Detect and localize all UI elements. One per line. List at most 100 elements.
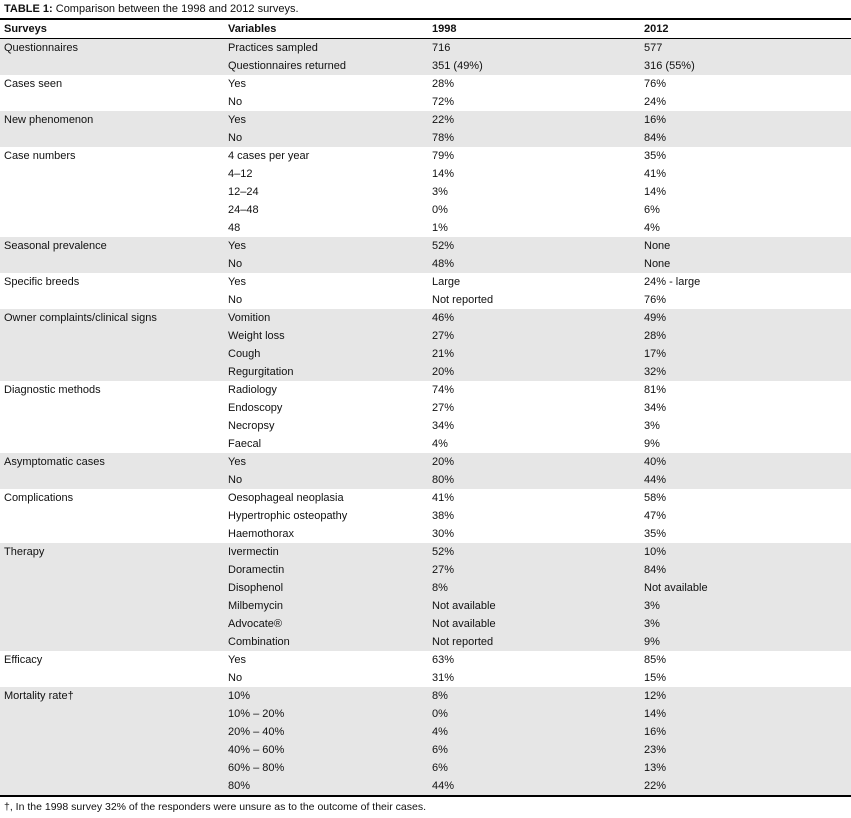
table-row: Mortality rate† 10% 8% 12% <box>0 687 851 705</box>
survey-cell <box>0 705 224 723</box>
table-row: Milbemycin Not available 3% <box>0 597 851 615</box>
survey-cell: Specific breeds <box>4 276 80 288</box>
value-1998-cell: 52% <box>432 546 455 558</box>
value-1998-cell: 72% <box>432 96 455 108</box>
table-header: Surveys Variables 1998 2012 <box>0 19 851 39</box>
value-2012-cell: 15% <box>644 672 667 684</box>
variable-cell: Yes <box>228 78 246 90</box>
table-row: Faecal 4% 9% <box>0 435 851 453</box>
survey-cell <box>0 399 224 417</box>
table-row: Doramectin 27% 84% <box>0 561 851 579</box>
variable-cell: Practices sampled <box>228 42 318 54</box>
value-1998-cell: 28% <box>432 78 455 90</box>
value-1998-cell: 0% <box>432 204 448 216</box>
variable-cell: Advocate® <box>228 618 282 630</box>
variable-cell: Necropsy <box>228 420 275 432</box>
table-row: Regurgitation 20% 32% <box>0 363 851 381</box>
value-2012-cell: 35% <box>644 528 667 540</box>
survey-cell <box>0 129 224 147</box>
variable-cell: 20% – 40% <box>228 726 285 738</box>
value-1998-cell: 6% <box>432 762 448 774</box>
variable-cell: No <box>228 474 243 486</box>
table-row: No Not reported 76% <box>0 291 851 309</box>
variable-cell: Weight loss <box>228 330 285 342</box>
survey-cell: Seasonal prevalence <box>4 240 107 252</box>
variable-cell: Yes <box>228 240 246 252</box>
survey-cell <box>0 417 224 435</box>
variable-cell: 40% – 60% <box>228 744 285 756</box>
value-1998-cell: 74% <box>432 384 455 396</box>
value-2012-cell: 85% <box>644 654 667 666</box>
value-2012-cell: 24% <box>644 96 667 108</box>
table-row: Seasonal prevalence Yes 52% None <box>0 237 851 255</box>
survey-cell: Diagnostic methods <box>4 384 101 396</box>
survey-cell: Complications <box>4 492 74 504</box>
value-1998-cell: 44% <box>432 780 455 792</box>
value-1998-cell: 52% <box>432 240 455 252</box>
value-1998-cell: Not available <box>432 600 496 612</box>
value-1998-cell: 1% <box>432 222 448 234</box>
table-body: Questionnaires Practices sampled 716 577 Que… <box>0 38 851 796</box>
table-row: Owner complaints/clinical signs Vomition 4… <box>0 309 851 327</box>
value-1998-cell: 79% <box>432 150 455 162</box>
survey-cell <box>0 777 224 796</box>
survey-cell: Asymptomatic cases <box>4 456 105 468</box>
variable-cell: 60% – 80% <box>228 762 285 774</box>
variable-cell: No <box>228 258 243 270</box>
variable-cell: Oesophageal neoplasia <box>228 492 344 504</box>
value-1998-cell: 716 <box>432 42 451 54</box>
table-footnote: †, In the 1998 survey 32% of the respond… <box>4 801 426 813</box>
value-2012-cell: 6% <box>644 204 660 216</box>
value-1998-cell: 38% <box>432 510 455 522</box>
value-1998-cell: 63% <box>432 654 455 666</box>
header-row: Surveys Variables 1998 2012 <box>0 19 851 39</box>
value-2012-cell: 34% <box>644 402 667 414</box>
value-1998-cell: 46% <box>432 312 455 324</box>
survey-cell: Owner complaints/clinical signs <box>4 312 157 324</box>
value-1998-cell: 4% <box>432 438 448 450</box>
survey-cell <box>0 201 224 219</box>
value-1998-cell: 351 (49%) <box>432 60 483 72</box>
survey-cell <box>0 219 224 237</box>
value-2012-cell: 13% <box>644 762 667 774</box>
value-2012-cell: None <box>644 240 671 252</box>
variable-cell: Milbemycin <box>228 600 284 612</box>
value-2012-cell: 40% <box>644 456 667 468</box>
variable-cell: Radiology <box>228 384 277 396</box>
survey-cell: Efficacy <box>4 654 43 666</box>
survey-cell <box>0 345 224 363</box>
value-2012-cell: 10% <box>644 546 667 558</box>
survey-cell <box>0 723 224 741</box>
table-row: Efficacy Yes 63% 85% <box>0 651 851 669</box>
table-row: Endoscopy 27% 34% <box>0 399 851 417</box>
table-row: 4–12 14% 41% <box>0 165 851 183</box>
variable-cell: No <box>228 132 243 144</box>
table-row: Cases seen Yes 28% 76% <box>0 75 851 93</box>
value-2012-cell: 17% <box>644 348 667 360</box>
variable-cell: 10% <box>228 690 251 702</box>
table-row: Hypertrophic osteopathy 38% 47% <box>0 507 851 525</box>
survey-cell <box>0 741 224 759</box>
variable-cell: 80% <box>228 780 251 792</box>
variable-cell: Ivermectin <box>228 546 279 558</box>
value-2012-cell: 35% <box>644 150 667 162</box>
table-row: No 72% 24% <box>0 93 851 111</box>
survey-cell <box>0 291 224 309</box>
survey-cell <box>0 363 224 381</box>
variable-cell: Yes <box>228 456 246 468</box>
value-2012-cell: 3% <box>644 420 660 432</box>
value-2012-cell: None <box>644 258 671 270</box>
table-row: Specific breeds Yes Large 24% - large <box>0 273 851 291</box>
value-2012-cell: 44% <box>644 474 667 486</box>
table-row: Asymptomatic cases Yes 20% 40% <box>0 453 851 471</box>
value-1998-cell: 20% <box>432 456 455 468</box>
value-1998-cell: 3% <box>432 186 448 198</box>
table-title-label: TABLE 1: <box>4 3 53 15</box>
table-row: No 78% 84% <box>0 129 851 147</box>
survey-cell <box>0 525 224 543</box>
variable-cell: Yes <box>228 276 246 288</box>
value-2012-cell: 14% <box>644 708 667 720</box>
survey-cell: Therapy <box>4 546 45 558</box>
survey-cell <box>0 471 224 489</box>
value-2012-cell: 16% <box>644 114 667 126</box>
